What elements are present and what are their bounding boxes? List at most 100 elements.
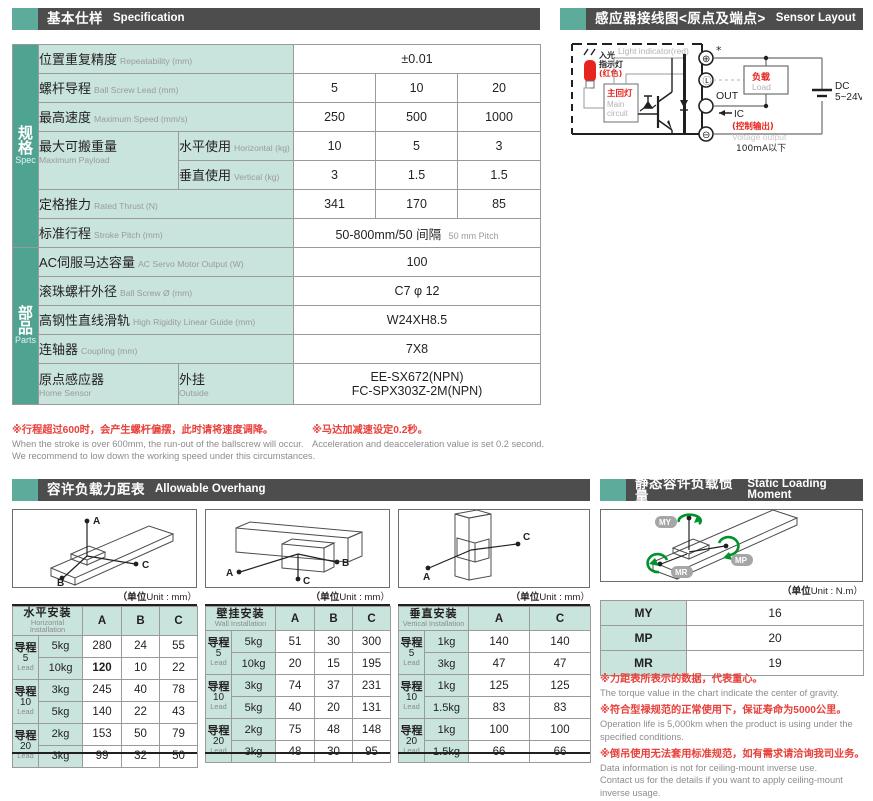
label-cn: 定格推力 bbox=[39, 197, 92, 212]
overhang-value-b: 50 bbox=[121, 722, 161, 746]
axis-dot-c bbox=[515, 541, 521, 547]
label-cn: 高钢性直线滑轨 bbox=[39, 313, 131, 328]
table-row: 部品 Parts AC伺服马达容量 AC Servo Motor Output (… bbox=[12, 247, 542, 405]
value-repeatability: ±0.01 bbox=[293, 44, 542, 74]
payload-weight: 3kg bbox=[37, 678, 84, 702]
overhang-value-b: 30 bbox=[314, 630, 354, 653]
spec-note-1-en-line2: We recommend to low down the working spe… bbox=[12, 451, 316, 462]
label-cn: 垂直使用 bbox=[179, 168, 232, 183]
value-home-sensor: EE-SX672(NPN) FC-SPX303Z-2M(NPN) bbox=[293, 363, 542, 405]
value-coupling: 7X8 bbox=[293, 334, 542, 364]
overhang-value-b: 22 bbox=[121, 700, 161, 724]
axis-label-c: C bbox=[303, 576, 310, 587]
moment-note-1-cn: ※力距表所表示的数据，代表重心。 bbox=[600, 674, 763, 685]
axis-dot-b bbox=[59, 575, 65, 581]
label-ball-screw-lead: 螺杆导程 Ball Screw Lead (mm) bbox=[37, 73, 295, 103]
payload-weight: 1kg bbox=[424, 718, 469, 741]
lead-number: 10 bbox=[405, 692, 418, 704]
lead-en: Lead bbox=[403, 702, 420, 712]
moment-label-mp: MP bbox=[600, 625, 687, 651]
overhang-diagram-vertical: A C bbox=[398, 509, 590, 588]
table-row: 导程 20 Lead 1kg 100 100 bbox=[398, 718, 591, 763]
table-row: 定格推力 Rated Thrust (N) 341 170 85 bbox=[13, 189, 542, 219]
diagram-horizontal-svg: A C B bbox=[49, 516, 175, 589]
section-title-en: Allowable Overhang bbox=[155, 483, 266, 496]
moment-label-mp: MP bbox=[735, 556, 748, 565]
section-accent-block bbox=[12, 8, 38, 30]
table-row: 最高速度 Maximum Speed (mm/s) 250 500 1000 bbox=[13, 102, 542, 132]
axis-dot-a bbox=[84, 518, 90, 524]
label-stroke-pitch: 标准行程 Stroke Pitch (mm) bbox=[37, 218, 295, 248]
static-moment-table: MY 16 MP 20 MR 19 bbox=[600, 600, 864, 676]
axis-label-c: C bbox=[523, 532, 530, 543]
overhang-value-b: 24 bbox=[121, 634, 161, 658]
lead-cn: 导程 bbox=[400, 681, 423, 694]
section-title-cn: 基本仕样 bbox=[47, 11, 103, 27]
table-row: MY 16 bbox=[600, 600, 864, 626]
axis-dot-c bbox=[295, 576, 301, 582]
value-lead-5: 5 bbox=[293, 73, 377, 103]
section-title-cn: 容许负载力距表 bbox=[47, 482, 145, 498]
label-en: Home Sensor bbox=[39, 388, 92, 399]
column-header-c: C bbox=[159, 606, 199, 636]
overhang-value-c: 140 bbox=[529, 630, 591, 653]
terminal-plus-symbol: ⊕ bbox=[702, 54, 710, 65]
overhang-value-c: 148 bbox=[352, 718, 392, 741]
lead-cn: 导程 bbox=[14, 686, 37, 699]
overhang-value-a: 40 bbox=[275, 696, 316, 719]
label-vertical-use: 垂直使用 Vertical (kg) bbox=[177, 160, 295, 190]
label-ball-screw-diameter: 滚珠螺杆外径 Ball Screw Ø (mm) bbox=[37, 276, 295, 306]
wire-indicator bbox=[625, 73, 684, 84]
value-horizontal-2: 5 bbox=[375, 131, 459, 161]
label-en: Maximum Payload bbox=[39, 155, 110, 165]
moment-label-my: MY bbox=[600, 600, 687, 626]
lead-en: Lead bbox=[403, 658, 420, 668]
overhang-value-a: 75 bbox=[275, 718, 316, 741]
column-header-a: A bbox=[468, 606, 530, 631]
table-row: 10kg 20 15 195 bbox=[206, 652, 392, 675]
spine-parts-en: Parts bbox=[14, 335, 36, 346]
column-header-b: B bbox=[314, 606, 354, 631]
lead-number: 10 bbox=[19, 697, 32, 709]
table-row: 原点感应器 Home Sensor 外挂 Outside EE-SX672(NP… bbox=[13, 363, 542, 405]
overhang-value-c: 300 bbox=[352, 630, 392, 653]
unit-en: Unit : N.m） bbox=[810, 586, 863, 597]
overhang-value-a: 140 bbox=[468, 630, 530, 653]
moment-badge-my bbox=[655, 516, 677, 528]
lead-label-5: 导程 5 Lead bbox=[12, 634, 39, 680]
label-en: Stroke Pitch (mm) bbox=[94, 230, 163, 240]
payload-weight: 1kg bbox=[424, 630, 469, 653]
overhang-value-b: 48 bbox=[314, 718, 354, 741]
overhang-value-c: 55 bbox=[159, 634, 199, 658]
lead-cn: 导程 bbox=[400, 637, 423, 650]
label-voltage-output: Voltage output bbox=[732, 132, 787, 142]
label-coupling: 连轴器 Coupling (mm) bbox=[37, 334, 295, 364]
axis-dot-a bbox=[236, 569, 242, 575]
payload-weight: 3kg bbox=[424, 652, 469, 675]
wire-led bbox=[583, 87, 604, 109]
lead-en: Lead bbox=[17, 751, 34, 761]
label-linear-guide: 高钢性直线滑轨 High Rigidity Linear Guide (mm) bbox=[37, 305, 295, 335]
spec-note-1-en-line1: When the stroke is over 600mm, the run-o… bbox=[12, 438, 304, 449]
diagram-vertical-svg: A C bbox=[423, 509, 530, 583]
overhang-value-c: 95 bbox=[352, 740, 392, 763]
overhang-value-c: 78 bbox=[159, 678, 199, 702]
column-header-a: A bbox=[275, 606, 316, 631]
moment-note-3-cn: ※倒吊使用无法套用标准规范，如有需求请洽询我司业务。 bbox=[600, 749, 865, 761]
overhang-diagram-horizontal: A C B bbox=[12, 509, 197, 589]
spec-note-1-cn: ※行程超过600时，会产生螺杆偏摆，此时请将速度调降。 bbox=[12, 425, 274, 436]
value-ball-screw: C7 φ 12 bbox=[293, 276, 542, 306]
payload-weight: 5kg bbox=[37, 634, 84, 658]
column-header-a: A bbox=[82, 606, 123, 636]
table-row: 导程 10 Lead 3kg 74 37 231 bbox=[205, 674, 392, 719]
table-row: 3kg483095 bbox=[206, 740, 392, 763]
payload-weight: 10kg bbox=[230, 652, 277, 675]
axis-label-a: A bbox=[93, 516, 100, 527]
overhang-value-c: 50 bbox=[159, 744, 199, 768]
section-accent-block bbox=[600, 479, 626, 501]
unit-cn: （单位 bbox=[310, 592, 340, 603]
value-speed-2: 500 bbox=[375, 102, 459, 132]
payload-weight: 10kg bbox=[37, 656, 84, 680]
stroke-interval-cn: 间隔 bbox=[416, 227, 442, 242]
overhang-value-b: 10 bbox=[121, 656, 161, 680]
